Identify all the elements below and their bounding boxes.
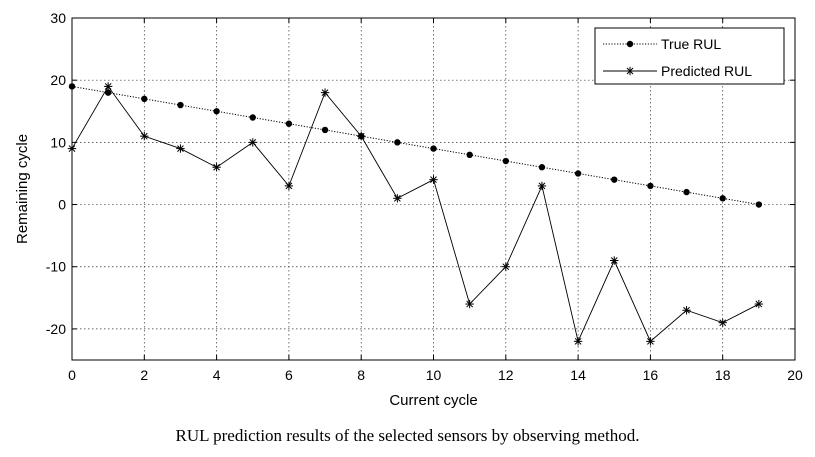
legend-label: True RUL <box>661 36 721 52</box>
data-point <box>501 262 510 271</box>
x-tick-label: 6 <box>285 367 293 383</box>
data-point <box>104 89 112 96</box>
data-point <box>177 101 184 109</box>
data-point <box>357 131 366 141</box>
asterisk-stroke <box>755 300 763 308</box>
legend: True RUL Predicted RUL <box>594 27 785 85</box>
y-tick-label: 30 <box>50 10 66 26</box>
x-tick-label: 2 <box>140 367 148 383</box>
asterisk-stroke <box>430 176 437 184</box>
y-tick-label: 10 <box>50 134 66 150</box>
legend-entry: True RUL <box>603 36 721 52</box>
data-point <box>573 337 583 346</box>
data-point <box>502 157 509 165</box>
data-point <box>394 139 401 146</box>
legend-marker <box>626 40 634 48</box>
data-point <box>574 170 582 177</box>
series-layer <box>67 82 764 346</box>
y-tick-label: -10 <box>46 259 66 275</box>
y-tick-label: -20 <box>46 321 66 337</box>
legend-marker <box>625 66 635 76</box>
data-point <box>249 114 256 121</box>
data-point <box>213 108 220 115</box>
x-tick-label: 18 <box>715 367 731 383</box>
series-line <box>71 85 759 206</box>
asterisk-stroke <box>538 182 546 190</box>
series-line <box>71 85 760 343</box>
data-point <box>611 176 618 183</box>
legend-label: Predicted RUL <box>661 63 752 79</box>
x-tick-label: 8 <box>357 367 365 383</box>
data-point <box>68 83 76 90</box>
x-tick-label: 14 <box>570 367 586 383</box>
legend-entry: Predicted RUL <box>603 63 752 79</box>
asterisk-stroke <box>68 145 76 152</box>
asterisk-stroke <box>285 182 293 190</box>
data-point <box>321 126 329 134</box>
data-point <box>430 145 437 152</box>
y-tick-label: 20 <box>50 72 66 88</box>
legend-box <box>594 27 785 85</box>
data-point <box>646 337 655 346</box>
data-point <box>754 299 764 309</box>
data-point <box>248 138 257 147</box>
asterisk-stroke <box>393 194 401 202</box>
data-point <box>647 182 654 190</box>
series-true-rul <box>68 83 763 208</box>
x-tick-label: 10 <box>426 367 442 383</box>
y-axis-label: Remaining cycle <box>14 134 31 244</box>
data-point <box>537 181 547 191</box>
asterisk-stroke <box>610 257 618 264</box>
x-tick-label: 16 <box>643 367 659 383</box>
asterisk-stroke <box>213 163 220 171</box>
data-point <box>393 194 402 203</box>
asterisk-stroke <box>357 132 365 140</box>
asterisk-stroke <box>647 337 654 345</box>
y-tick-label: 0 <box>58 197 66 213</box>
asterisk-stroke <box>502 263 510 271</box>
data-point <box>538 164 546 171</box>
data-point <box>285 120 293 127</box>
x-tick-label: 4 <box>213 367 221 383</box>
data-point <box>719 195 726 202</box>
asterisk-stroke <box>104 83 112 90</box>
data-point <box>755 201 763 208</box>
asterisk-stroke <box>140 132 148 140</box>
data-point <box>465 299 474 309</box>
data-point <box>466 151 473 158</box>
data-point <box>718 318 727 327</box>
data-point <box>103 82 113 91</box>
data-point <box>682 306 691 315</box>
figure-caption: RUL prediction results of the selected s… <box>175 426 640 445</box>
asterisk-stroke <box>574 337 582 345</box>
data-point <box>284 181 294 191</box>
rul-chart: 0 2 4 6 8 10 12 14 16 18 20 -20 -10 0 10 20 30 Current c… <box>14 10 803 409</box>
data-point <box>320 88 330 97</box>
asterisk-stroke <box>249 138 257 146</box>
asterisk-stroke <box>321 89 329 96</box>
asterisk-stroke <box>177 145 184 152</box>
data-point <box>140 131 149 141</box>
data-point <box>683 188 690 196</box>
data-point <box>212 163 221 172</box>
data-point <box>429 175 438 184</box>
axis-ticks: 0 2 4 6 8 10 12 14 16 18 20 -20 -10 0 10 20 30 <box>46 10 803 383</box>
data-point <box>67 144 77 153</box>
asterisk-stroke <box>466 300 474 308</box>
data-point <box>610 256 619 265</box>
data-point <box>176 144 185 153</box>
data-point <box>141 95 148 103</box>
x-axis-label: Current cycle <box>389 392 477 409</box>
x-tick-label: 0 <box>68 367 76 383</box>
asterisk-stroke <box>626 67 634 75</box>
x-tick-label: 20 <box>787 367 803 383</box>
series-predicted-rul <box>67 82 764 346</box>
asterisk-stroke <box>719 319 727 327</box>
x-tick-label: 12 <box>498 367 514 383</box>
asterisk-stroke <box>683 306 690 314</box>
